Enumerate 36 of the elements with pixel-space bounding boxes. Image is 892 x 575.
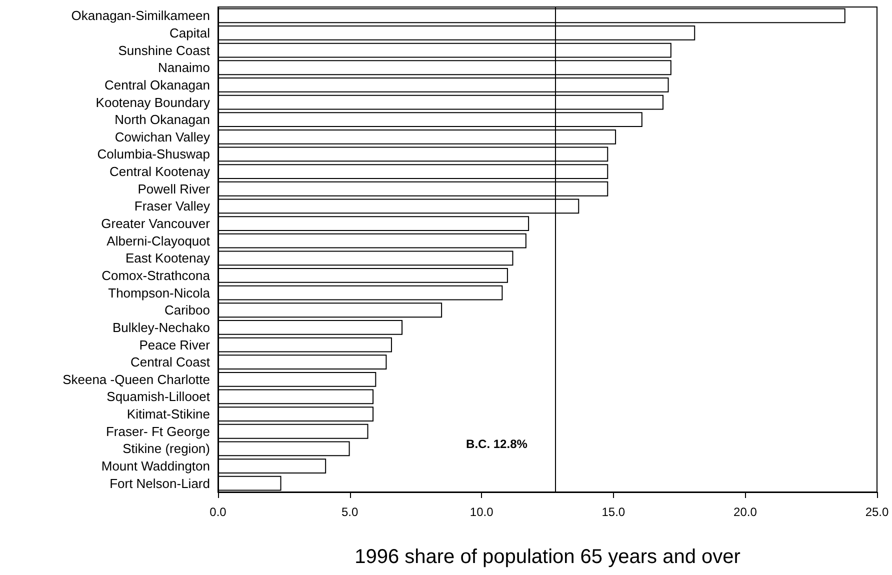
y-tick-label: Cowichan Valley: [114, 129, 210, 144]
y-tick-label: Comox-Strathcona: [102, 268, 211, 283]
y-tick-label: Capital: [170, 25, 210, 40]
y-tick-label: Bulkley-Nechako: [112, 320, 210, 335]
y-tick-label: Fraser- Ft George: [106, 424, 210, 439]
y-tick-label: Cariboo: [164, 302, 210, 318]
y-tick-label: Mount Waddington: [101, 458, 210, 474]
y-tick-label: Alberni-Clayoquot: [106, 233, 210, 248]
x-tick-label: 5.0: [341, 505, 358, 519]
y-tick-label: Stikine (region): [122, 441, 210, 456]
y-tick-label: Central Coast: [130, 354, 210, 370]
x-tick-label: 15.0: [602, 505, 626, 519]
y-tick-label: Peace River: [139, 337, 211, 352]
y-tick-label: Fraser Valley: [134, 198, 210, 214]
y-tick-label: Fort Nelson-Liard: [110, 476, 210, 491]
y-tick-label: Sunshine Coast: [118, 42, 210, 58]
y-tick-label: Kitimat-Stikine: [126, 406, 210, 422]
y-tick-label: Skeena -Queen Charlotte: [62, 372, 210, 387]
y-tick-label: Central Kootenay: [110, 164, 210, 180]
x-tick-label: 20.0: [734, 505, 758, 519]
y-tick-label: Central Okanagan: [104, 77, 210, 92]
y-tick-label: Nanaimo: [158, 60, 210, 76]
y-tick-label: Thompson-Nicola: [108, 285, 211, 300]
x-tick-label: 0.0: [210, 505, 227, 519]
y-tick-label: East Kootenay: [125, 250, 210, 266]
x-tick-label: 25.0: [865, 505, 889, 519]
y-tick-label: Kootenay Boundary: [96, 94, 210, 110]
y-tick-label: Columbia-Shuswap: [97, 146, 210, 162]
y-tick-label: Powell River: [138, 181, 211, 196]
x-tick-label: 10.0: [470, 505, 494, 519]
y-tick-label: Greater Vancouver: [101, 216, 211, 232]
x-axis-title: 1996 share of population 65 years and over: [354, 546, 741, 568]
y-tick-label: Okanagan-Similkameen: [71, 8, 210, 24]
y-tick-label: Squamish-Lillooet: [106, 389, 210, 404]
ref-line-label: B.C. 12.8%: [466, 437, 528, 451]
y-tick-label: North Okanagan: [114, 112, 210, 128]
